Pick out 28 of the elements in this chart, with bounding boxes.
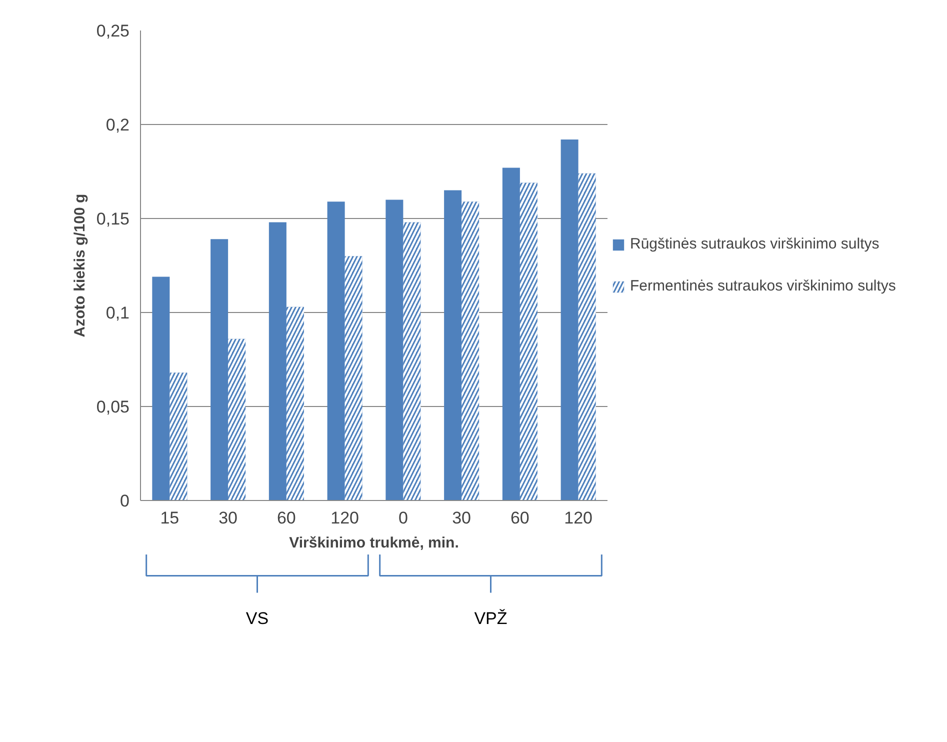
y-tick-label: 0,05 — [96, 398, 130, 416]
bar — [444, 190, 462, 500]
x-tick-label: 30 — [452, 508, 472, 528]
text: VS — [246, 608, 269, 628]
bar — [560, 140, 578, 500]
y-tick-label: 0,15 — [96, 210, 130, 228]
y-tick-label: 0 — [120, 492, 130, 510]
x-tick-label: 60 — [510, 508, 530, 528]
y-tick-label: 0,1 — [106, 304, 130, 322]
x-tick-label: 0 — [398, 508, 408, 528]
x-tick-label: 60 — [276, 508, 296, 528]
bar — [327, 202, 345, 500]
bar — [268, 222, 286, 500]
x-tick-label: 30 — [218, 508, 238, 528]
x-axis-title: Virškinimo trukmė, min. — [289, 534, 459, 552]
bar — [502, 168, 520, 500]
y-axis-title: Azoto kiekis g/100 g — [71, 194, 88, 338]
bar — [152, 276, 170, 500]
legend-label: Fermentinės sutraukos virškinimo sultys — [630, 278, 896, 294]
x-tick-label: 120 — [330, 508, 360, 528]
bar — [210, 239, 228, 500]
y-tick-label: 0,25 — [96, 22, 130, 40]
x-tick-label: 15 — [160, 508, 180, 528]
bar — [386, 200, 404, 500]
x-tick-label: 120 — [564, 508, 593, 528]
y-tick-label: 0,2 — [106, 116, 130, 134]
legend-label: Rūgštinės sutraukos virškinimo sultys — [630, 236, 880, 252]
text: VPŽ — [474, 608, 508, 628]
